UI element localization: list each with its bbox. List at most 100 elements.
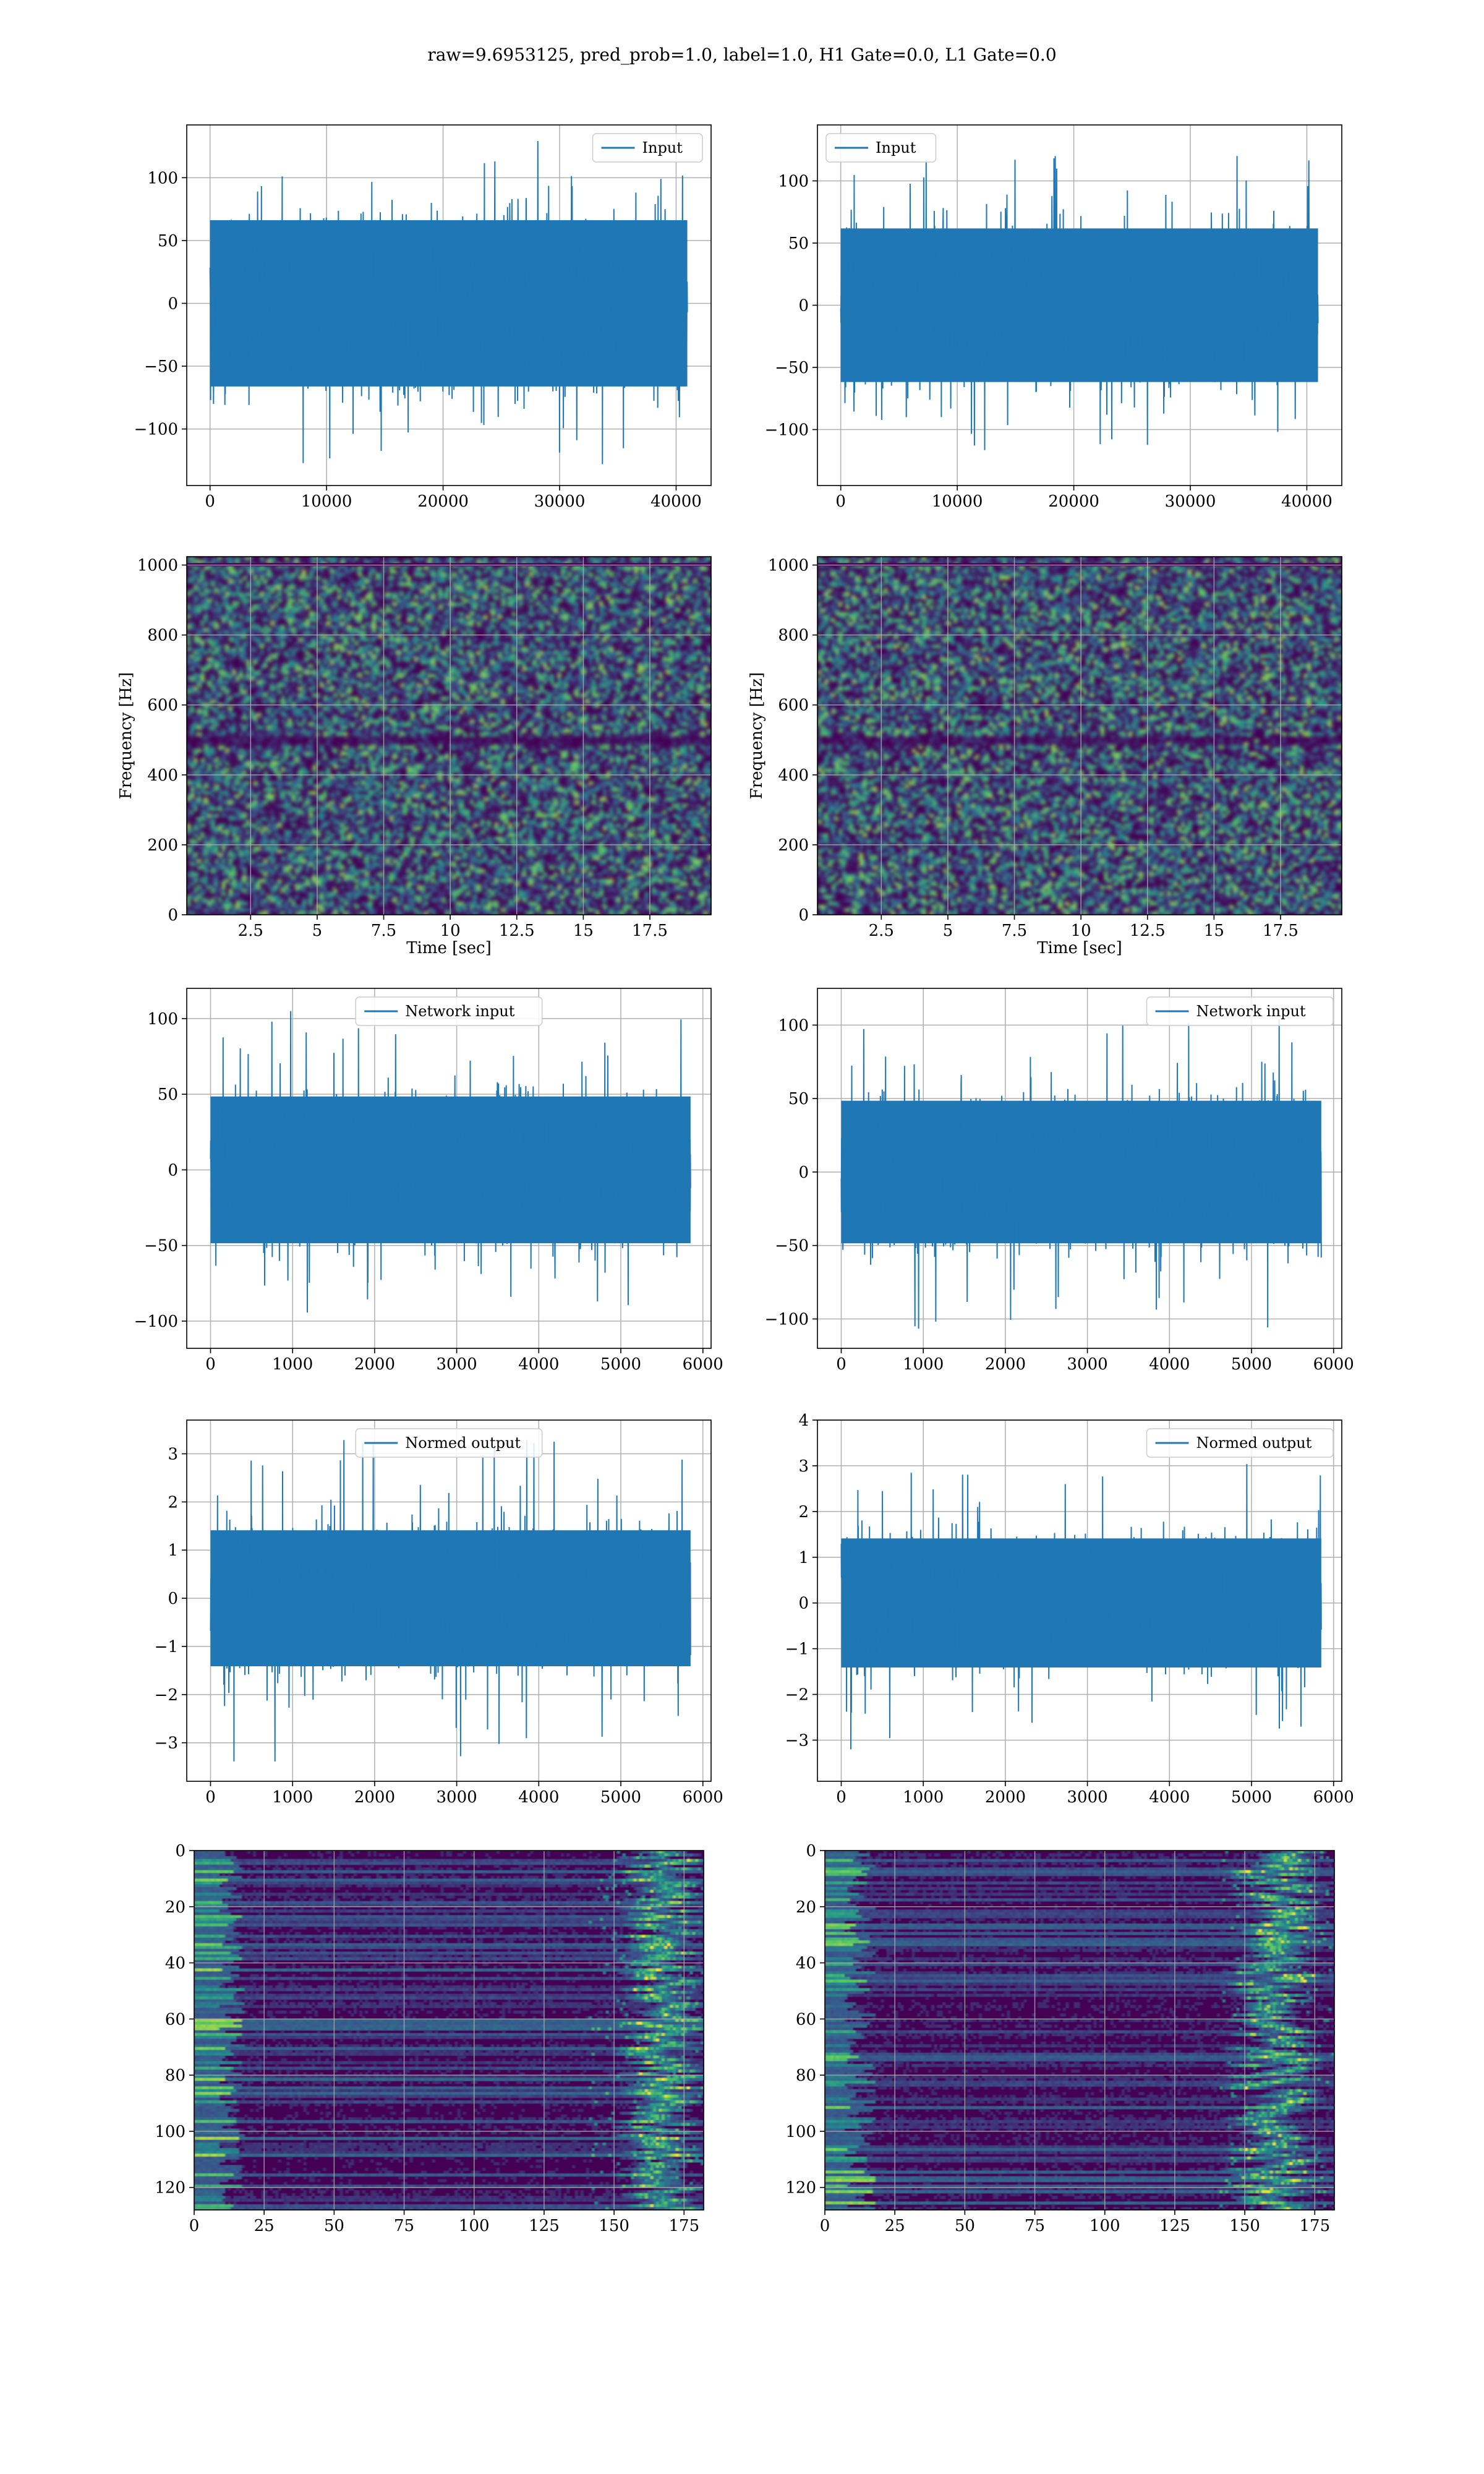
heatmap-cell xyxy=(547,599,550,602)
heatmap-cell xyxy=(620,612,624,616)
heatmap-cell xyxy=(211,557,215,560)
heatmap-cell xyxy=(536,570,540,573)
heatmap-cell xyxy=(655,612,659,616)
heatmap-cell xyxy=(295,589,299,593)
heatmap-cell xyxy=(669,583,673,586)
heatmap-cell xyxy=(365,586,369,589)
heatmap-cell xyxy=(474,573,477,576)
heatmap-cell xyxy=(333,557,337,560)
heatmap-cell xyxy=(197,560,201,563)
heatmap-cell xyxy=(669,602,673,606)
heatmap-cell xyxy=(571,615,575,619)
heatmap-cell xyxy=(295,609,299,612)
heatmap-cell xyxy=(323,599,327,602)
heatmap-cell xyxy=(547,557,550,560)
heatmap-cell xyxy=(631,573,634,576)
heatmap-cell xyxy=(498,570,501,573)
heatmap-cell xyxy=(201,586,205,589)
heatmap-cell xyxy=(533,612,537,616)
heatmap-cell xyxy=(666,576,670,580)
heatmap-cell xyxy=(428,573,432,576)
heatmap-cell xyxy=(449,609,453,612)
heatmap-cell xyxy=(190,612,194,616)
heatmap-cell xyxy=(260,576,264,580)
heatmap-cell xyxy=(299,612,302,616)
heatmap-cell xyxy=(568,615,571,619)
heatmap-cell xyxy=(624,573,628,576)
heatmap-cell xyxy=(438,599,442,602)
heatmap-cell xyxy=(501,599,505,602)
heatmap-cell xyxy=(645,615,649,619)
heatmap-cell xyxy=(603,567,607,570)
heatmap-cell xyxy=(187,576,190,580)
heatmap-cell xyxy=(246,618,250,622)
heatmap-cell xyxy=(508,560,512,563)
heatmap-cell xyxy=(673,583,676,586)
heatmap-cell xyxy=(326,615,330,619)
heatmap-cell xyxy=(634,612,638,616)
heatmap-cell xyxy=(445,557,449,560)
heatmap-cell xyxy=(449,599,453,602)
heatmap-cell xyxy=(208,602,211,606)
heatmap-cell xyxy=(253,609,257,612)
heatmap-cell xyxy=(320,557,323,560)
heatmap-cell xyxy=(561,560,565,563)
heatmap-cell xyxy=(575,615,579,619)
heatmap-cell xyxy=(288,560,292,563)
heatmap-cell xyxy=(267,593,271,596)
heatmap-cell xyxy=(432,606,435,609)
heatmap-cell xyxy=(348,589,351,593)
heatmap-cell xyxy=(536,596,540,599)
heatmap-cell xyxy=(613,557,617,560)
heatmap-cell xyxy=(383,609,386,612)
heatmap-cell xyxy=(358,580,362,583)
heatmap-cell xyxy=(456,567,459,570)
heatmap-cell xyxy=(295,570,299,573)
heatmap-cell xyxy=(686,589,690,593)
heatmap-cell xyxy=(239,615,243,619)
heatmap-cell xyxy=(466,586,470,589)
heatmap-cell xyxy=(686,576,690,580)
heatmap-cell xyxy=(341,593,344,596)
heatmap-cell xyxy=(432,576,435,580)
heatmap-cell xyxy=(215,586,218,589)
heatmap-cell xyxy=(404,602,407,606)
heatmap-cell xyxy=(603,583,607,586)
heatmap-cell xyxy=(655,576,659,580)
heatmap-cell xyxy=(372,586,376,589)
heatmap-cell xyxy=(246,583,250,586)
heatmap-cell xyxy=(495,580,498,583)
heatmap-cell xyxy=(498,583,501,586)
heatmap-cell xyxy=(529,570,533,573)
heatmap-cell xyxy=(246,580,250,583)
heatmap-cell xyxy=(267,618,271,622)
heatmap-cell xyxy=(550,612,554,616)
heatmap-cell xyxy=(565,589,568,593)
heatmap-cell xyxy=(652,596,655,599)
heatmap-cell xyxy=(550,567,554,570)
heatmap-cell xyxy=(197,573,201,576)
heatmap-cell xyxy=(333,612,337,616)
y-tick-label: 0 xyxy=(798,297,809,315)
heatmap-cell xyxy=(568,612,571,616)
heatmap-cell xyxy=(445,567,449,570)
x-tick-label: 30000 xyxy=(1165,492,1216,511)
heatmap-cell xyxy=(526,589,529,593)
heatmap-cell xyxy=(432,599,435,602)
heatmap-cell xyxy=(561,567,565,570)
heatmap-cell xyxy=(484,596,488,599)
heatmap-cell xyxy=(533,593,537,596)
heatmap-cell xyxy=(655,557,659,560)
heatmap-cell xyxy=(613,586,617,589)
heatmap-cell xyxy=(341,573,344,576)
heatmap-cell xyxy=(456,576,459,580)
heatmap-cell xyxy=(638,573,641,576)
heatmap-cell xyxy=(243,576,247,580)
heatmap-cell xyxy=(190,580,194,583)
heatmap-cell xyxy=(187,609,190,612)
heatmap-cell xyxy=(491,606,495,609)
heatmap-cell xyxy=(375,583,379,586)
heatmap-cell xyxy=(337,589,341,593)
heatmap-cell xyxy=(449,602,453,606)
heatmap-cell xyxy=(666,599,670,602)
